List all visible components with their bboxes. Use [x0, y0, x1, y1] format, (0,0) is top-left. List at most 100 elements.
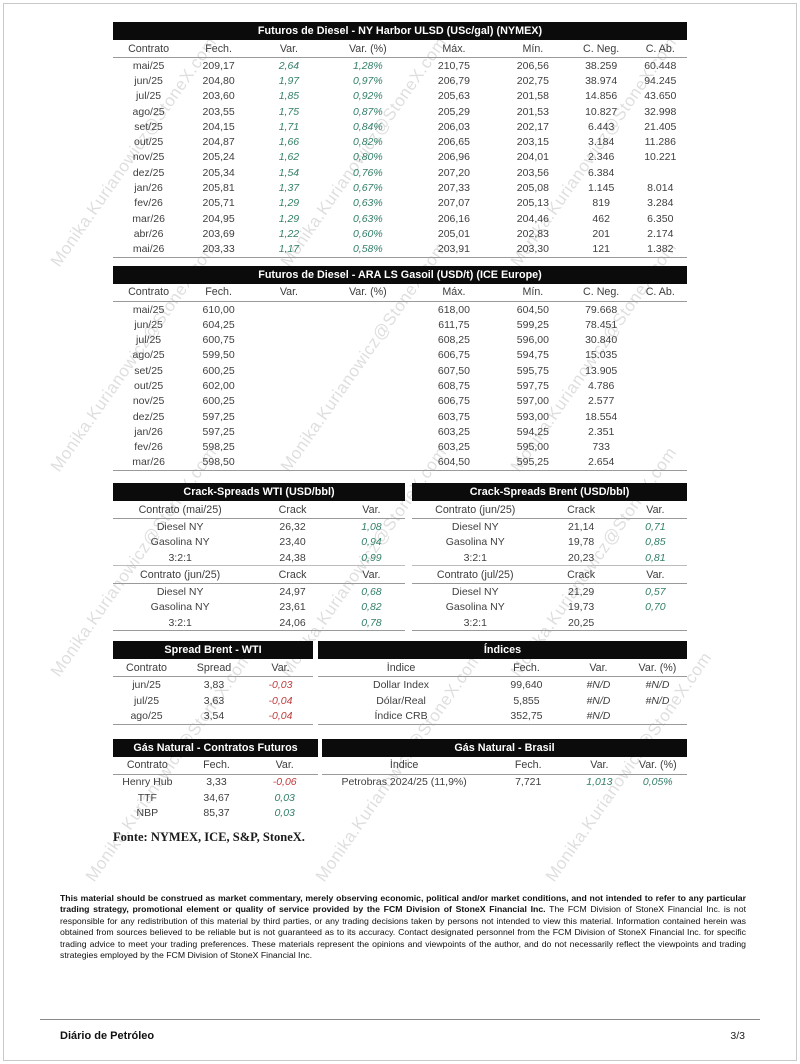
disclaimer-rest: The FCM Division of StoneX Financial Inc… — [60, 904, 746, 961]
column-header: C. Neg. — [583, 42, 620, 55]
cell: 1,08 — [361, 520, 382, 533]
column-header: Contrato — [128, 286, 170, 299]
gas_futures-row: TTF 34,67 0,03 — [113, 790, 318, 805]
cell: 1,66 — [278, 136, 300, 149]
column-header: Var. (%) — [638, 759, 677, 772]
table-ara-ls-gasoil: Futuros de Diesel - ARA LS Gasoil (USD/t… — [113, 265, 687, 472]
gas_futures-title: Gás Natural - Contratos Futuros — [113, 738, 318, 757]
cell: 2,64 — [278, 59, 300, 72]
cell: 21.405 — [644, 120, 677, 133]
cell: 8.014 — [647, 182, 674, 195]
spread-row: ago/25 3,54 -0,04 — [113, 708, 313, 723]
column-header: Crack — [278, 568, 307, 581]
cell: 18.554 — [585, 410, 618, 423]
cell: 202,75 — [516, 74, 549, 87]
cell: mai/25 — [132, 59, 165, 72]
cell: 3:2:1 — [168, 551, 192, 564]
cell: 595,75 — [516, 364, 549, 377]
column-header: Índice — [389, 759, 419, 772]
crack_wti-header-row: Contrato (jun/25) Crack Var. — [113, 565, 405, 585]
cell: Petrobras 2024/25 (11,9%) — [341, 776, 467, 789]
cell: ago/25 — [132, 349, 165, 362]
cell: 202,17 — [516, 120, 549, 133]
spread-header-row: Contrato Spread Var. — [113, 659, 313, 678]
source-note: Fonte: NYMEX, ICE, S&P, StoneX. — [113, 829, 305, 844]
cell: Gasolina NY — [445, 536, 505, 549]
cell: 0,58% — [352, 243, 383, 256]
cell: 205,63 — [437, 90, 470, 103]
cell: 1,71 — [278, 120, 300, 133]
cell: 2.346 — [588, 151, 615, 164]
diesel-row: fev/26 205,71 1,29 0,63% 207,07 205,13 819 3.28… — [113, 196, 687, 211]
cell: 15.035 — [585, 349, 618, 362]
diesel-title: Futuros de Diesel - NY Harbor ULSD (USc/… — [113, 22, 687, 40]
table-gas-natural-brasil: Gás Natural - Brasil Índice Fech. Var. Var. … — [322, 738, 687, 821]
column-header: Var. — [590, 759, 609, 772]
cell: 24,97 — [279, 585, 306, 598]
cell: 10.221 — [644, 151, 677, 164]
column-header: C. Ab. — [645, 42, 675, 55]
cell: 1,29 — [278, 197, 300, 210]
gasoil-row: jul/25 600,75 608,25 596,00 30.840 — [113, 332, 687, 347]
diesel-header-row: Contrato Fech. Var. Var. (%) Máx. Mín. C. Neg.… — [113, 40, 687, 58]
cell: 23,40 — [279, 536, 306, 549]
gasoil-title: Futuros de Diesel - ARA LS Gasoil (USD/t… — [113, 265, 687, 284]
cell: 596,00 — [516, 334, 549, 347]
cell: 3,83 — [203, 679, 225, 692]
footer-divider — [40, 1019, 760, 1020]
cell: 0,94 — [361, 536, 382, 549]
crack_brent-row: Gasolina NY 19,78 0,85 — [412, 535, 687, 550]
crack_wti-row: 3:2:1 24,38 0,99 — [113, 550, 405, 565]
cell: 206,96 — [437, 151, 470, 164]
cell: 203,15 — [516, 136, 549, 149]
cell: 205,13 — [516, 197, 549, 210]
cell: dez/25 — [132, 166, 165, 179]
gasoil-row: set/25 600,25 607,50 595,75 13.905 — [113, 363, 687, 378]
cell: 0,99 — [361, 551, 382, 564]
cell: mar/26 — [132, 212, 165, 225]
cell: jan/26 — [134, 425, 163, 438]
column-header: Crack — [567, 568, 596, 581]
indices-header-row: Índice Fech. Var. Var. (%) — [318, 659, 687, 678]
cell: 32.998 — [644, 105, 677, 118]
cell: 0,70 — [645, 601, 666, 614]
cell: 1,28% — [352, 59, 383, 72]
cell: 203,33 — [202, 243, 235, 256]
cell: 0,71 — [645, 520, 666, 533]
cell: 205,08 — [516, 182, 549, 195]
gasoil-row: jun/25 604,25 611,75 599,25 78.451 — [113, 317, 687, 332]
column-header: Var. — [362, 568, 381, 581]
gas_futures-row: NBP 85,37 0,03 — [113, 805, 318, 820]
cell: 1,97 — [278, 74, 300, 87]
cell: 206,65 — [437, 136, 470, 149]
cell: 204,95 — [202, 212, 235, 225]
cell: 599,50 — [202, 349, 235, 362]
cell: 10.827 — [585, 105, 618, 118]
cell: 2.654 — [588, 456, 615, 469]
cell: 13.905 — [585, 364, 618, 377]
cell: 3.284 — [647, 197, 674, 210]
cell: 1,37 — [278, 182, 300, 195]
cell: Dólar/Real — [376, 694, 426, 707]
cell: dez/25 — [132, 410, 165, 423]
gasoil-row: fev/26 598,25 603,25 595,00 733 — [113, 440, 687, 455]
cell: 202,83 — [516, 227, 549, 240]
cell: Dollar Index — [373, 679, 430, 692]
gas_brasil-header-row: Índice Fech. Var. Var. (%) — [322, 757, 687, 775]
cell: #N/D — [586, 709, 611, 722]
cell: 94.245 — [644, 74, 677, 87]
crack_wti-row: 3:2:1 24,06 0,78 — [113, 615, 405, 630]
cell: 204,01 — [516, 151, 549, 164]
cell: 79.668 — [585, 303, 618, 316]
cell: 602,00 — [202, 379, 235, 392]
crack_brent-row: Diesel NY 21,14 0,71 — [412, 519, 687, 534]
cell: jul/25 — [136, 334, 162, 347]
cell: 0,92% — [352, 90, 383, 103]
diesel-row: mar/26 204,95 1,29 0,63% 206,16 204,46 462 6.35… — [113, 211, 687, 226]
cell: Diesel NY — [451, 585, 499, 598]
cell: 1,013 — [586, 776, 613, 789]
crack_brent-row: Diesel NY 21,29 0,57 — [412, 584, 687, 599]
cell: 78.451 — [585, 318, 618, 331]
cell: 206,56 — [516, 59, 549, 72]
column-header: Var. (%) — [348, 42, 387, 55]
